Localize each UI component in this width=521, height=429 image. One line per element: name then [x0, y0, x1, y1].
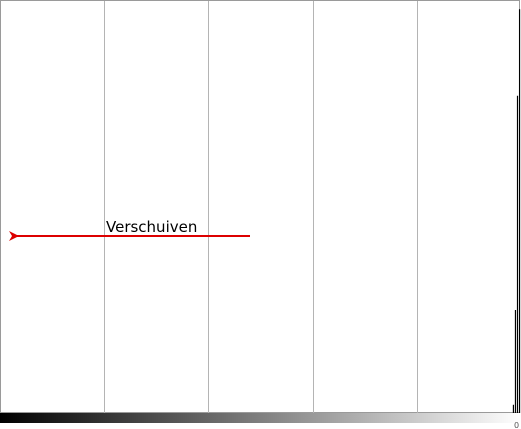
histogram-bars: [512, 9, 521, 414]
gradient-end-tick: 0: [514, 421, 519, 429]
histogram-bar: [514, 310, 517, 413]
gridlines: [104, 1, 418, 413]
shift-annotation: Verschuiven: [8, 218, 250, 241]
histogram-bar: [512, 404, 515, 413]
gradient-bar: [0, 413, 521, 423]
shift-annotation-label: Verschuiven: [106, 218, 197, 236]
plot-area: [0, 0, 520, 413]
histogram-bar: [518, 9, 521, 414]
histogram-bar: [516, 95, 519, 413]
